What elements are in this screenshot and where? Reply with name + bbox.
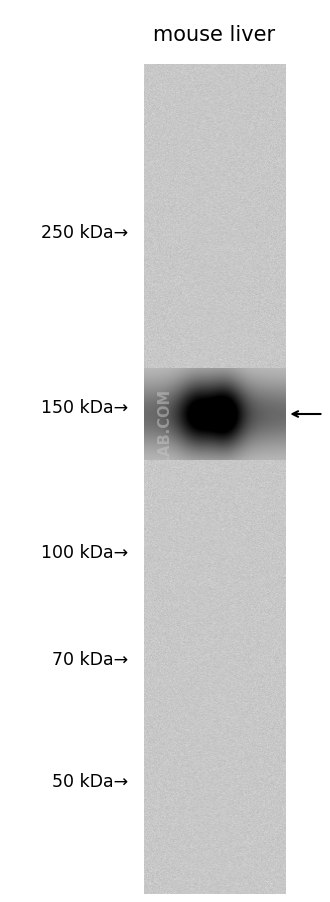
Text: 250 kDa→: 250 kDa→ [41,224,128,242]
Text: 50 kDa→: 50 kDa→ [52,772,128,790]
Text: 150 kDa→: 150 kDa→ [41,399,128,417]
Text: 100 kDa→: 100 kDa→ [41,543,128,561]
Text: mouse liver: mouse liver [153,25,276,45]
Text: 70 kDa→: 70 kDa→ [52,650,128,668]
Text: WWW.PTGLAB.COM: WWW.PTGLAB.COM [157,389,173,549]
